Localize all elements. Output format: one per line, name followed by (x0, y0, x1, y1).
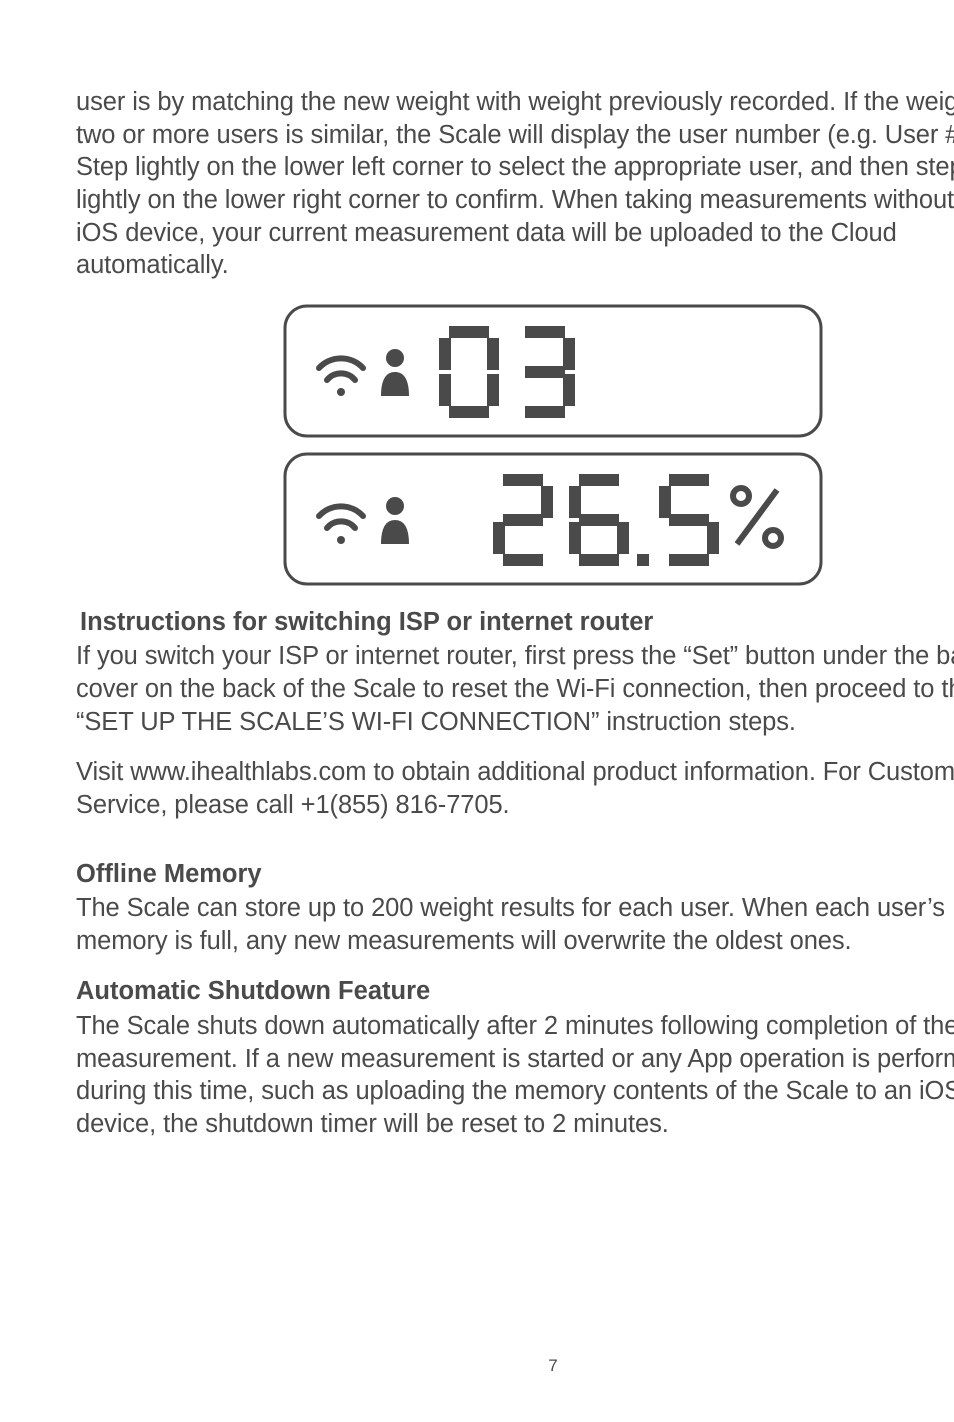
shutdown-heading: Automatic Shutdown Feature (76, 975, 954, 1008)
offline-heading: Offline Memory (76, 858, 954, 891)
percent-icon (733, 488, 781, 546)
digit-6 (569, 474, 629, 566)
lcd-figures (76, 304, 954, 586)
digit-5 (659, 474, 719, 566)
digit-3 (525, 326, 575, 418)
lcd-display-bodyfat (283, 452, 823, 586)
lcd-display-user (283, 304, 823, 438)
support-paragraph: Visit www.ihealthlabs.com to obtain addi… (76, 756, 954, 821)
isp-heading: Instructions for switching ISP or intern… (80, 606, 954, 639)
person-icon (381, 497, 409, 544)
offline-body: The Scale can store up to 200 weight res… (76, 892, 954, 957)
person-icon (381, 349, 409, 396)
digit-2 (493, 474, 553, 566)
digit-0 (439, 326, 499, 418)
decimal-point (637, 554, 649, 566)
wifi-icon (319, 358, 363, 396)
shutdown-body: The Scale shuts down automatically after… (76, 1010, 954, 1141)
intro-paragraph: user is by matching the new weight with … (76, 86, 954, 282)
isp-body: If you switch your ISP or internet route… (76, 640, 954, 738)
page-number: 7 (76, 1356, 954, 1376)
wifi-icon (319, 506, 363, 544)
